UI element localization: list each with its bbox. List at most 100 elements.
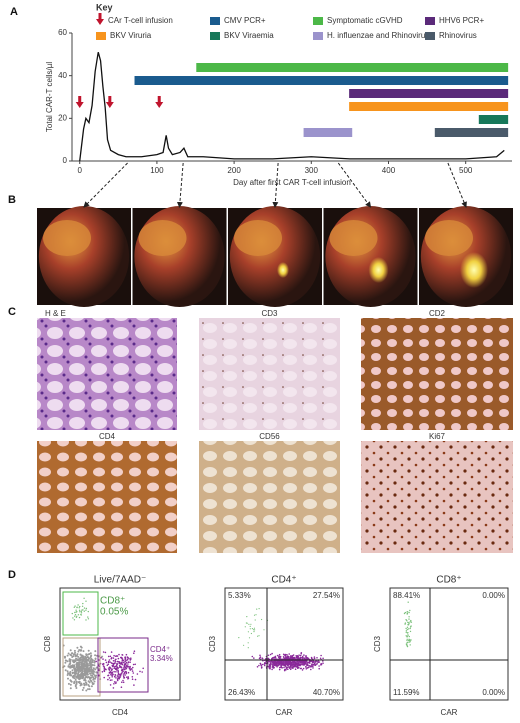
event-dot	[249, 625, 251, 628]
event-bar	[134, 76, 509, 85]
event-dot	[80, 663, 83, 666]
event-dot	[271, 652, 273, 655]
event-dot	[73, 619, 76, 621]
event-dot	[276, 654, 279, 657]
key-label: Rhinovirus	[439, 31, 477, 40]
event-dot	[82, 650, 85, 653]
event-dot	[322, 657, 324, 660]
event-dot	[70, 652, 73, 655]
event-dot	[83, 597, 85, 599]
event-dot	[83, 610, 86, 612]
event-dot	[115, 664, 118, 667]
event-dot	[119, 665, 121, 668]
event-dot	[288, 660, 290, 663]
event-dot	[77, 665, 80, 668]
event-dot	[110, 657, 113, 659]
event-dot	[254, 629, 256, 631]
event-dot	[406, 638, 408, 640]
event-dot	[105, 661, 108, 664]
ihc-image	[37, 441, 177, 553]
event-dot	[278, 668, 281, 671]
event-dot	[271, 664, 274, 666]
event-dot	[69, 662, 72, 665]
event-dot	[87, 649, 90, 652]
event-dot	[88, 681, 91, 684]
event-dot	[71, 612, 74, 615]
event-dot	[69, 660, 72, 663]
event-dot	[293, 657, 295, 660]
event-dot	[407, 601, 409, 603]
event-dot	[310, 656, 313, 659]
event-dot	[313, 657, 316, 660]
event-dot	[314, 660, 317, 663]
event-dot	[121, 661, 123, 664]
event-dot	[115, 682, 117, 685]
event-dot	[256, 666, 259, 668]
event-dot	[408, 639, 410, 642]
ihc-image	[361, 441, 513, 553]
event-dot	[74, 614, 77, 616]
event-dot	[253, 631, 255, 633]
event-dot	[81, 662, 84, 665]
infusion-arrow	[155, 96, 164, 108]
event-dot	[253, 657, 255, 659]
event-dot	[79, 675, 82, 678]
event-dot	[286, 653, 288, 656]
event-dot	[275, 663, 278, 666]
event-dot	[287, 656, 290, 658]
key-title: Key	[96, 2, 113, 12]
event-dot	[91, 681, 94, 684]
event-dot	[302, 661, 304, 663]
key-label: CMV PCR+	[224, 16, 266, 25]
event-dot	[290, 655, 292, 657]
event-dot	[286, 661, 289, 664]
event-dot	[308, 666, 310, 668]
event-dot	[77, 677, 80, 679]
event-dot	[79, 677, 82, 680]
event-dot	[406, 626, 409, 628]
event-dot	[66, 670, 69, 673]
quadrant-value: 26.43%	[228, 688, 255, 697]
event-dot	[247, 647, 249, 649]
event-dot	[303, 662, 305, 665]
event-dot	[125, 672, 128, 675]
event-dot	[87, 618, 90, 620]
event-dot	[87, 610, 90, 613]
event-dot	[121, 654, 123, 656]
event-dot	[111, 662, 113, 665]
event-dot	[308, 661, 310, 664]
event-dot	[92, 673, 95, 676]
event-dot	[88, 685, 91, 688]
event-dot	[134, 678, 137, 681]
event-dot	[304, 663, 307, 665]
event-dot	[112, 660, 115, 662]
panel-label: B	[8, 194, 16, 206]
event-dot	[280, 665, 282, 668]
event-bar	[349, 102, 509, 111]
event-dot	[74, 684, 77, 687]
event-dot	[76, 646, 79, 649]
event-dot	[80, 682, 83, 685]
event-dot	[405, 627, 407, 630]
event-dot	[258, 657, 261, 660]
event-dot	[87, 656, 89, 659]
event-dot	[246, 616, 248, 618]
scan-arrow	[337, 162, 372, 208]
event-dot	[261, 618, 263, 621]
event-dot	[75, 657, 78, 660]
event-dot	[84, 674, 87, 677]
event-dot	[71, 669, 74, 672]
event-dot	[108, 666, 110, 669]
event-dot	[112, 657, 115, 659]
event-dot	[78, 682, 81, 684]
event-dot	[77, 663, 80, 666]
event-dot	[279, 662, 282, 664]
x-tick-label: 200	[227, 166, 241, 175]
key-swatch	[425, 32, 435, 40]
event-dot	[121, 681, 123, 683]
event-dot	[316, 661, 319, 663]
y-axis-label: Total CAR-T cells/µl	[45, 62, 54, 132]
key-swatch	[313, 32, 323, 40]
event-dot	[406, 620, 408, 622]
event-dot	[78, 674, 81, 676]
